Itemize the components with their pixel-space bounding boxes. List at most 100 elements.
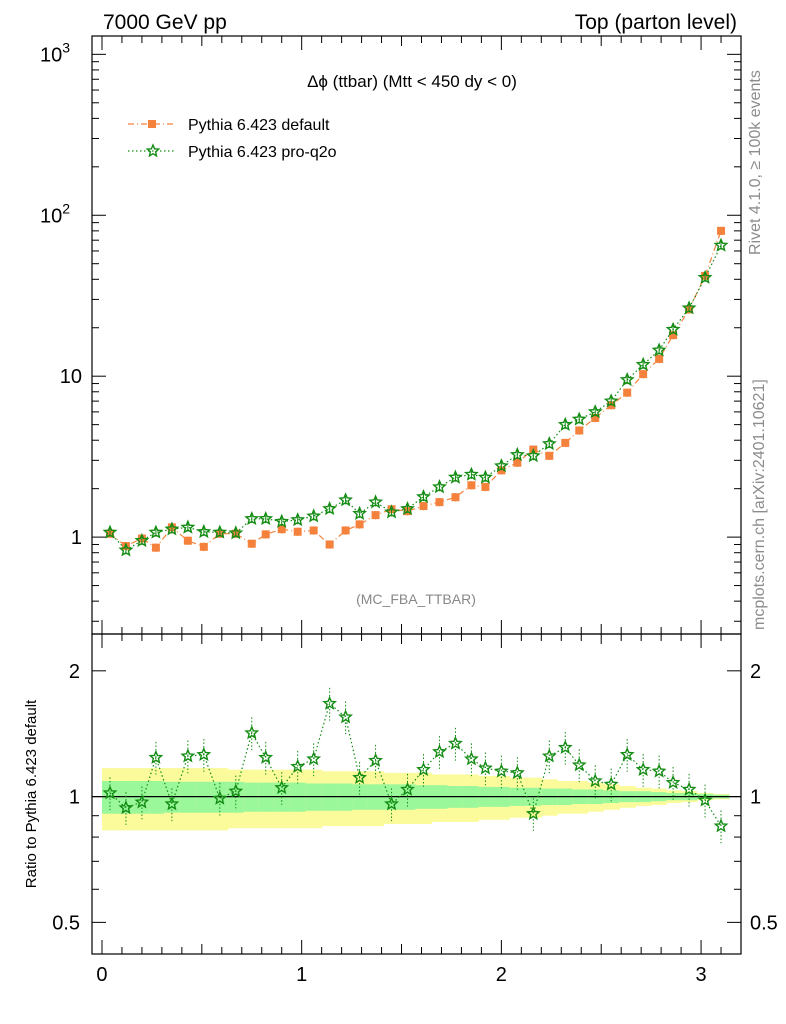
- point-default: [309, 526, 318, 535]
- ratio-point-proq2o: [619, 746, 635, 761]
- ratio-point-proq2o: [352, 769, 368, 784]
- point-proq2o: [228, 525, 244, 540]
- legend-marker-star: [145, 143, 161, 158]
- point-default: [341, 526, 350, 535]
- ratio-line-proq2o: [109, 702, 722, 827]
- point-proq2o: [164, 521, 180, 536]
- ratio-point-proq2o: [509, 764, 525, 780]
- point-proq2o: [587, 404, 603, 419]
- main-ytick-label: 102: [40, 200, 70, 227]
- point-proq2o: [447, 469, 463, 484]
- ratio-point-proq2o: [368, 752, 384, 767]
- point-proq2o: [368, 494, 384, 509]
- main-axis-ticks: 1 10 102 103: [40, 36, 742, 634]
- ratio-ytick-label-right: 1: [750, 787, 761, 809]
- mcplots-label: mcplots.cern.ch [arXiv:2401.10621]: [751, 379, 768, 630]
- point-proq2o: [713, 237, 729, 252]
- point-default: [655, 354, 664, 363]
- band-inner: [179, 781, 197, 813]
- point-default: [419, 502, 428, 511]
- point-proq2o: [102, 524, 118, 539]
- point-default: [435, 498, 444, 507]
- point-default: [371, 511, 380, 520]
- ratio-point-proq2o: [102, 785, 118, 800]
- ratio-ytick-label-right: 2: [750, 661, 761, 683]
- point-proq2o: [148, 524, 164, 539]
- ratio-point-proq2o: [212, 790, 228, 805]
- point-default: [591, 413, 600, 422]
- ratio-point-proq2o: [557, 739, 573, 755]
- header-left: 7000 GeV pp: [103, 11, 227, 34]
- point-default: [261, 530, 270, 539]
- ratio-point-proq2o: [228, 783, 244, 798]
- ratio-ytick-label: 0.5: [52, 912, 80, 934]
- main-ytick-label: 10: [60, 366, 82, 388]
- point-default: [277, 525, 286, 534]
- point-proq2o: [681, 300, 697, 315]
- point-proq2o: [338, 492, 353, 507]
- ratio-point-proq2o: [432, 743, 447, 759]
- xtick-label: 1: [296, 964, 307, 986]
- point-proq2o: [635, 356, 651, 372]
- point-default: [355, 520, 364, 529]
- ratio-point-proq2o: [322, 695, 338, 710]
- point-default: [183, 536, 192, 545]
- header-right: Top (parton level): [575, 11, 737, 34]
- ratio-frame: [91, 633, 742, 955]
- point-default: [325, 540, 334, 549]
- point-proq2o: [571, 411, 587, 426]
- legend-item-proq2o: Pythia 6.423 pro-q2o: [128, 143, 337, 161]
- ratio-point-proq2o: [244, 725, 260, 740]
- point-proq2o: [352, 505, 368, 520]
- point-proq2o: [557, 416, 573, 432]
- ratio-point-proq2o: [258, 749, 274, 764]
- legend-label-proq2o: Pythia 6.423 pro-q2o: [188, 144, 337, 161]
- point-default: [293, 527, 302, 536]
- main-ytick-label: 1: [71, 527, 82, 549]
- point-proq2o: [665, 321, 681, 336]
- ratio-point-proq2o: [464, 751, 479, 766]
- ratio-ylabel: Ratio to Pythia 6.423 default: [23, 699, 40, 888]
- main-series: [102, 226, 729, 557]
- legend-label-default: Pythia 6.423 default: [188, 117, 330, 134]
- point-proq2o: [244, 510, 260, 526]
- point-proq2o: [400, 500, 415, 516]
- point-default: [639, 370, 648, 379]
- ratio-point-proq2o: [713, 818, 729, 833]
- rivet-label: Rivet 4.1.0, ≥ 100k events: [747, 70, 764, 255]
- band-inner: [101, 780, 119, 814]
- ratio-point-proq2o: [494, 763, 509, 778]
- point-default: [467, 481, 476, 490]
- ratio-panel: 0.5 0.5 1 1 2 2 0 1 2 3 Ratio to Pythia 6.423 def…: [23, 633, 778, 986]
- point-proq2o: [651, 342, 667, 357]
- point-default: [623, 388, 632, 397]
- point-default: [717, 226, 726, 235]
- ratio-ytick-label: 1: [69, 787, 80, 809]
- ratio-point-proq2o: [651, 763, 667, 778]
- legend-marker-square: [148, 120, 156, 128]
- legend: Pythia 6.423 default Pythia 6.423 pro-q2…: [128, 117, 337, 161]
- xtick-label: 3: [695, 964, 706, 986]
- point-proq2o: [196, 523, 212, 539]
- point-proq2o: [180, 519, 196, 534]
- ratio-point-proq2o: [603, 776, 619, 791]
- point-proq2o: [322, 500, 338, 516]
- point-proq2o: [541, 435, 557, 451]
- point-proq2o: [212, 524, 228, 539]
- point-proq2o: [493, 458, 509, 473]
- point-proq2o: [306, 508, 322, 523]
- ratio-point-proq2o: [697, 792, 713, 807]
- xtick-label: 0: [96, 964, 107, 986]
- ratio-point-proq2o: [306, 751, 322, 766]
- ratio-point-proq2o: [274, 779, 290, 795]
- ratio-point-proq2o: [681, 781, 697, 796]
- point-proq2o: [697, 269, 713, 284]
- point-default: [151, 543, 160, 552]
- point-proq2o: [134, 532, 150, 548]
- analysis-tag: (MC_FBA_TTBAR): [356, 591, 476, 607]
- ratio-point-proq2o: [400, 781, 415, 796]
- point-default: [247, 539, 256, 548]
- ratio-point-proq2o: [447, 735, 463, 750]
- point-default: [199, 542, 208, 551]
